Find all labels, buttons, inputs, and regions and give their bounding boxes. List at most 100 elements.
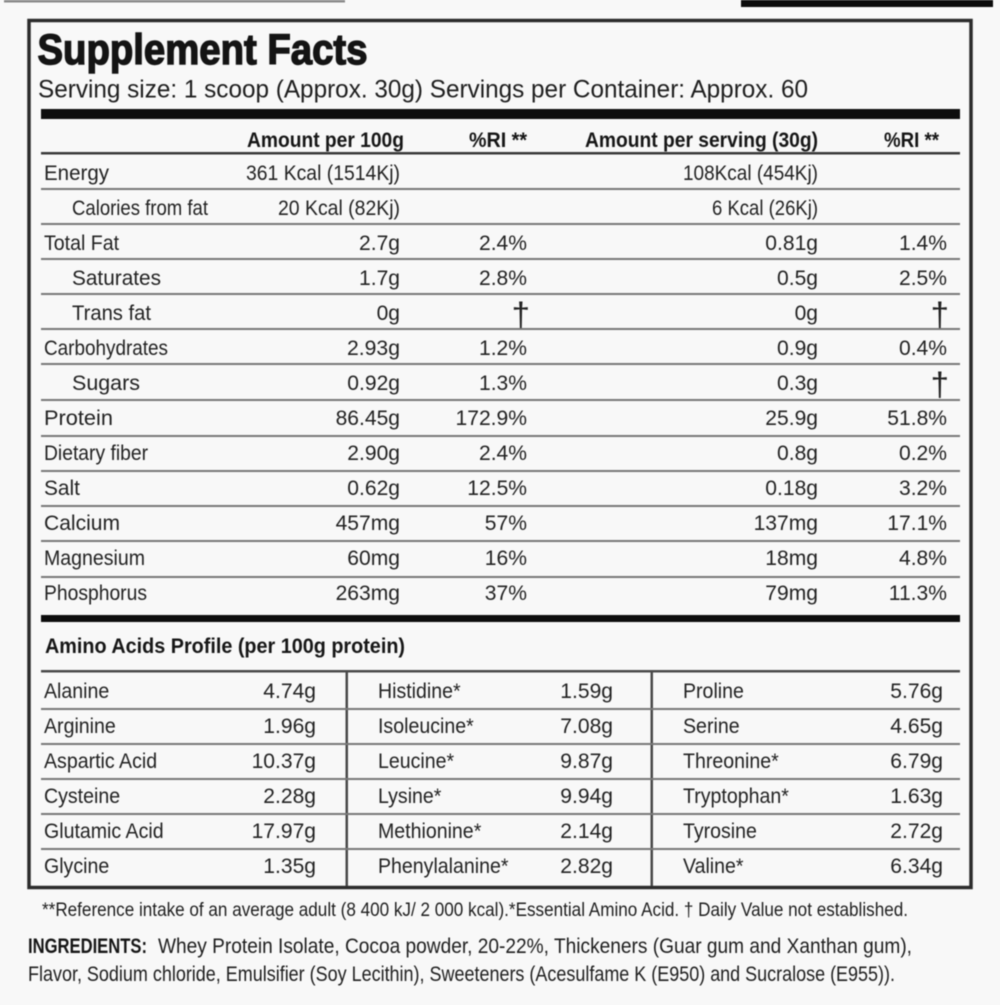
svg-text:5.76g: 5.76g bbox=[890, 679, 943, 703]
svg-text:Isoleucine*: Isoleucine* bbox=[378, 714, 474, 738]
svg-text:0.9g: 0.9g bbox=[777, 336, 818, 360]
svg-text:37%: 37% bbox=[485, 581, 527, 605]
svg-text:108Kcal (454Kj): 108Kcal (454Kj) bbox=[683, 161, 818, 185]
svg-text:4.8%: 4.8% bbox=[899, 546, 947, 570]
svg-text:Sugars: Sugars bbox=[72, 371, 140, 395]
svg-text:Histidine*: Histidine* bbox=[378, 679, 461, 703]
svg-text:Valine*: Valine* bbox=[683, 854, 744, 878]
svg-text:%RI **: %RI ** bbox=[469, 128, 528, 152]
svg-text:17.97g: 17.97g bbox=[252, 819, 316, 843]
svg-text:1.63g: 1.63g bbox=[890, 784, 943, 808]
svg-text:Lysine*: Lysine* bbox=[378, 784, 442, 808]
svg-text:7.08g: 7.08g bbox=[560, 714, 613, 738]
svg-text:79mg: 79mg bbox=[765, 581, 818, 605]
svg-text:4.74g: 4.74g bbox=[263, 679, 316, 703]
svg-text:1.96g: 1.96g bbox=[263, 714, 316, 738]
svg-text:57%: 57% bbox=[485, 511, 527, 535]
svg-text:11.3%: 11.3% bbox=[889, 581, 947, 605]
svg-text:172.9%: 172.9% bbox=[456, 406, 528, 430]
svg-text:0.4%: 0.4% bbox=[899, 336, 947, 360]
svg-text:457mg: 457mg bbox=[336, 511, 400, 535]
svg-text:Calcium: Calcium bbox=[44, 511, 120, 535]
svg-text:1.2%: 1.2% bbox=[479, 336, 527, 360]
svg-text:Tryptophan*: Tryptophan* bbox=[683, 784, 789, 808]
svg-text:Amino Acids Profile (per 100g: Amino Acids Profile (per 100g protein) bbox=[45, 634, 405, 658]
svg-text:Trans fat: Trans fat bbox=[72, 301, 151, 325]
svg-text:0g: 0g bbox=[795, 301, 818, 325]
svg-text:18mg: 18mg bbox=[765, 546, 818, 570]
svg-text:2.90g: 2.90g bbox=[347, 441, 400, 465]
svg-text:2.7g: 2.7g bbox=[359, 231, 400, 255]
svg-text:Leucine*: Leucine* bbox=[378, 749, 455, 773]
svg-text:1.7g: 1.7g bbox=[359, 266, 400, 290]
svg-text:INGREDIENTS:: INGREDIENTS: bbox=[28, 934, 147, 958]
svg-text:1.4%: 1.4% bbox=[899, 231, 947, 255]
svg-text:86.45g: 86.45g bbox=[336, 406, 400, 430]
svg-text:0.5g: 0.5g bbox=[777, 266, 818, 290]
svg-text:Methionine*: Methionine* bbox=[378, 819, 482, 843]
svg-text:Energy: Energy bbox=[44, 161, 109, 185]
svg-text:Carbohydrates: Carbohydrates bbox=[44, 336, 168, 360]
svg-text:0.62g: 0.62g bbox=[347, 476, 400, 500]
svg-text:Flavor, Sodium chloride, Emuls: Flavor, Sodium chloride, Emulsifier (Soy… bbox=[28, 962, 895, 986]
svg-text:Tyrosine: Tyrosine bbox=[683, 819, 757, 843]
svg-text:361 Kcal (1514Kj): 361 Kcal (1514Kj) bbox=[246, 161, 400, 185]
svg-text:Amount per serving (30g): Amount per serving (30g) bbox=[585, 128, 818, 152]
svg-text:Supplement Facts: Supplement Facts bbox=[38, 27, 368, 74]
svg-text:†: † bbox=[931, 366, 949, 403]
svg-text:Arginine: Arginine bbox=[44, 714, 116, 738]
svg-text:Amount per 100g: Amount per 100g bbox=[247, 128, 404, 152]
svg-text:0.18g: 0.18g bbox=[765, 476, 818, 500]
svg-text:1.3%: 1.3% bbox=[479, 371, 527, 395]
svg-text:%RI **: %RI ** bbox=[884, 128, 940, 152]
svg-text:Glycine: Glycine bbox=[44, 854, 109, 878]
svg-text:†: † bbox=[512, 296, 530, 333]
svg-text:16%: 16% bbox=[485, 546, 527, 570]
svg-text:Cysteine: Cysteine bbox=[44, 784, 120, 808]
svg-text:Glutamic Acid: Glutamic Acid bbox=[44, 819, 164, 843]
svg-text:10.37g: 10.37g bbox=[252, 749, 316, 773]
svg-text:20 Kcal (82Kj): 20 Kcal (82Kj) bbox=[278, 196, 400, 220]
svg-text:17.1%: 17.1% bbox=[887, 511, 947, 535]
svg-text:6.79g: 6.79g bbox=[890, 749, 943, 773]
svg-text:2.93g: 2.93g bbox=[347, 336, 400, 360]
svg-text:9.87g: 9.87g bbox=[560, 749, 613, 773]
svg-text:Saturates: Saturates bbox=[72, 266, 161, 290]
svg-text:Phosphorus: Phosphorus bbox=[44, 581, 147, 605]
svg-text:Aspartic Acid: Aspartic Acid bbox=[44, 749, 157, 773]
svg-text:0.92g: 0.92g bbox=[347, 371, 400, 395]
svg-text:263mg: 263mg bbox=[336, 581, 400, 605]
svg-text:0.8g: 0.8g bbox=[777, 441, 818, 465]
svg-text:2.4%: 2.4% bbox=[479, 441, 527, 465]
svg-text:Salt: Salt bbox=[44, 476, 80, 500]
svg-text:1.59g: 1.59g bbox=[560, 679, 613, 703]
svg-text:0.81g: 0.81g bbox=[765, 231, 818, 255]
svg-text:0.2%: 0.2% bbox=[899, 441, 947, 465]
svg-text:Whey Protein Isolate, Cocoa po: Whey Protein Isolate, Cocoa powder, 20-2… bbox=[158, 934, 912, 958]
svg-text:6.34g: 6.34g bbox=[890, 854, 943, 878]
svg-text:Proline: Proline bbox=[683, 679, 744, 703]
svg-text:25.9g: 25.9g bbox=[765, 406, 818, 430]
svg-text:51.8%: 51.8% bbox=[887, 406, 947, 430]
svg-text:0g: 0g bbox=[377, 301, 400, 325]
svg-text:2.72g: 2.72g bbox=[890, 819, 943, 843]
svg-text:60mg: 60mg bbox=[347, 546, 400, 570]
svg-text:2.28g: 2.28g bbox=[263, 784, 316, 808]
svg-text:0.3g: 0.3g bbox=[777, 371, 818, 395]
svg-text:Magnesium: Magnesium bbox=[44, 546, 145, 570]
svg-text:Phenylalanine*: Phenylalanine* bbox=[378, 854, 509, 878]
svg-text:6 Kcal (26Kj): 6 Kcal (26Kj) bbox=[712, 196, 818, 220]
svg-text:2.8%: 2.8% bbox=[479, 266, 527, 290]
svg-text:2.5%: 2.5% bbox=[899, 266, 947, 290]
svg-text:Serine: Serine bbox=[683, 714, 740, 738]
svg-text:Dietary fiber: Dietary fiber bbox=[44, 441, 148, 465]
svg-text:1.35g: 1.35g bbox=[263, 854, 316, 878]
svg-text:137mg: 137mg bbox=[754, 511, 818, 535]
svg-text:Serving size: 1 scoop (Approx.: Serving size: 1 scoop (Approx. 30g) Serv… bbox=[38, 76, 808, 104]
svg-text:12.5%: 12.5% bbox=[467, 476, 527, 500]
svg-text:†: † bbox=[931, 296, 949, 333]
svg-text:3.2%: 3.2% bbox=[899, 476, 947, 500]
svg-text:**Reference intake of an avera: **Reference intake of an average adult (… bbox=[42, 899, 908, 921]
svg-text:2.82g: 2.82g bbox=[560, 854, 613, 878]
svg-text:9.94g: 9.94g bbox=[560, 784, 613, 808]
